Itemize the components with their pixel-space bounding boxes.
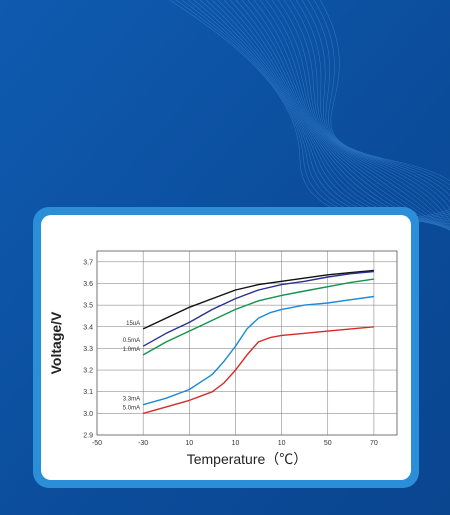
wave-line (247, 0, 450, 231)
series-label: 5.0mA (123, 405, 140, 411)
wave-line (205, 0, 450, 223)
wave-line (307, 0, 450, 191)
wave-line (301, 0, 450, 197)
y-tick-label: 2.9 (83, 433, 93, 440)
x-tick-label: 10 (232, 440, 240, 447)
wave-line (283, 0, 450, 217)
series-label: 1.0mA (123, 347, 140, 353)
wave-line (241, 0, 450, 231)
chart-card: -50 -30 10 10 10 50 70 2.9 3.0 3.1 3.2 3.3 3.4 3.5 3.6… (41, 215, 411, 480)
wave-line (313, 0, 450, 186)
y-tick-label: 3.6 (83, 281, 93, 288)
y-tick-label: 3.1 (83, 389, 93, 396)
x-axis-title: Temperature（℃） (187, 451, 308, 467)
wave-line (259, 0, 450, 230)
x-tick-label: -30 (138, 440, 148, 447)
x-tick-label: 10 (185, 440, 193, 447)
plot-area (96, 250, 398, 436)
y-tick-label: 3.7 (83, 259, 93, 266)
wave-line (253, 0, 450, 231)
series-line (143, 295, 374, 406)
y-tick-label: 3.3 (83, 346, 93, 353)
series-line (143, 326, 374, 415)
wave-line (319, 0, 450, 182)
series-line (142, 278, 374, 356)
wave-line (265, 0, 450, 229)
wave-line (289, 0, 450, 210)
wave-line (193, 0, 450, 221)
series-line (142, 270, 374, 347)
series-line (142, 269, 374, 330)
x-tick-label: -50 (92, 440, 102, 447)
wave-line (277, 0, 450, 222)
series-label: 3.3mA (123, 397, 140, 403)
y-tick-label: 3.2 (83, 368, 93, 375)
y-tick-label: 3.0 (83, 411, 93, 418)
wave-line (217, 0, 450, 226)
y-axis-title: Voltage/V (48, 311, 64, 374)
wave-line (223, 0, 450, 227)
x-tick-label: 70 (370, 440, 378, 447)
wave-line (229, 0, 450, 229)
x-tick-label: 10 (278, 440, 286, 447)
series-label: 0.5mA (123, 338, 140, 344)
x-tick-label: 50 (324, 440, 332, 447)
y-tick-label: 3.4 (83, 324, 93, 331)
voltage-temperature-chart: -50 -30 10 10 10 50 70 2.9 3.0 3.1 3.2 3.3 3.4 3.5 3.6… (48, 250, 398, 467)
series-label: 15uA (126, 321, 140, 327)
wave-line (235, 0, 450, 230)
wave-line (199, 0, 450, 222)
wave-line (295, 0, 450, 203)
wave-line (211, 0, 450, 224)
y-tick-label: 3.5 (83, 303, 93, 310)
